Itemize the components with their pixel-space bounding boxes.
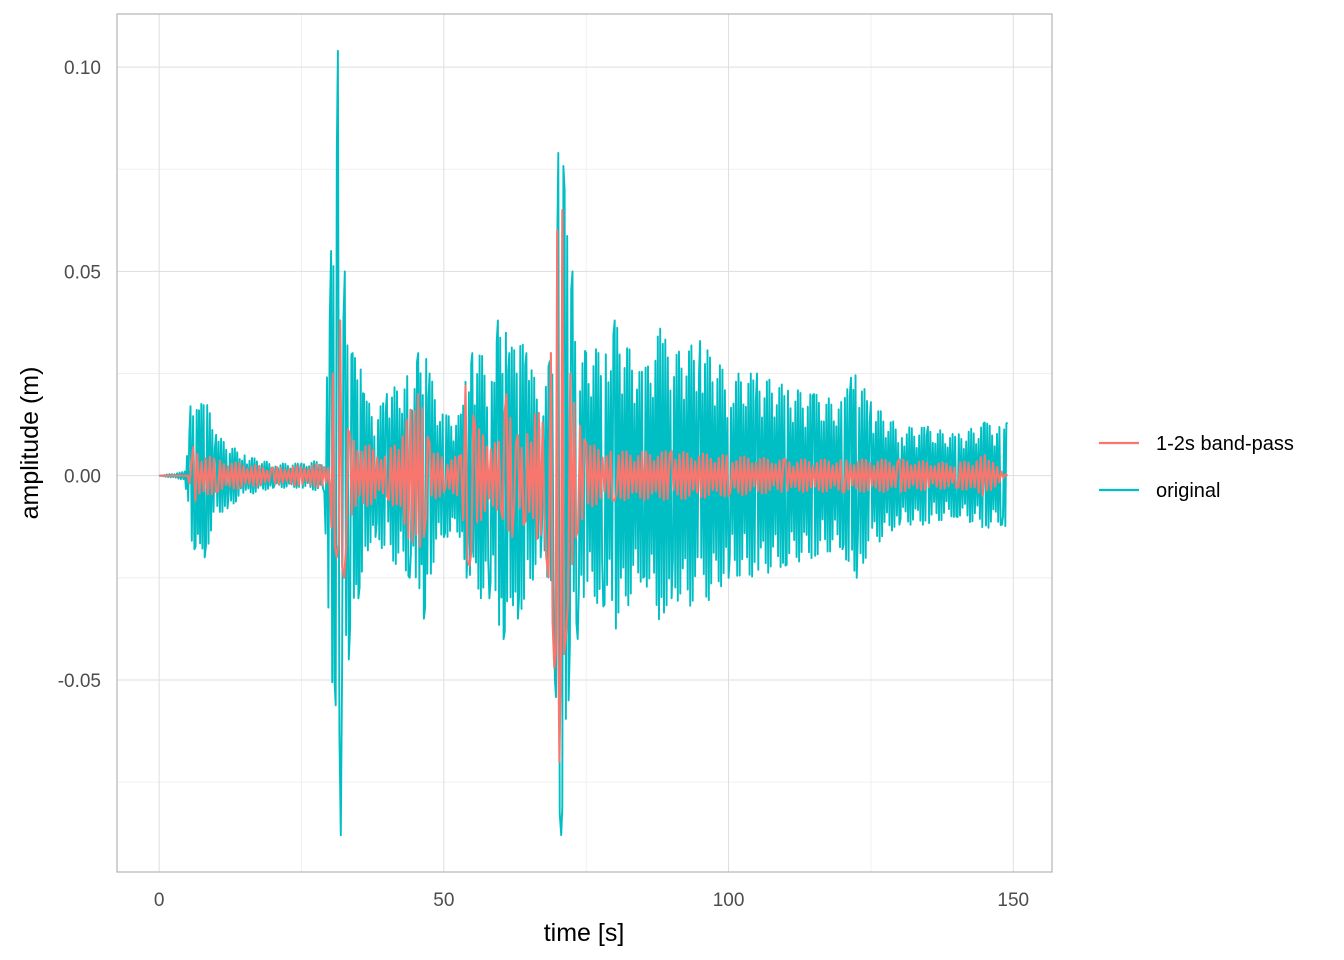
- x-axis: 0 50 100 150: [154, 890, 1029, 911]
- y-axis-title: amplitude (m): [16, 367, 44, 520]
- x-axis-title: time [s]: [544, 919, 625, 947]
- x-tick-label: 100: [713, 890, 745, 911]
- series-line-0: [159, 209, 1009, 763]
- y-axis: -0.05 0.00 0.05 0.10: [58, 58, 101, 692]
- legend: 1-2s band-pass original: [1099, 433, 1294, 502]
- panel-border: [116, 13, 1053, 873]
- y-tick-label: 0.10: [64, 58, 101, 79]
- series-lines: [159, 49, 1009, 837]
- x-tick-label: 50: [433, 890, 454, 911]
- legend-label-1: original: [1156, 480, 1220, 502]
- series-line-1: [159, 49, 1009, 837]
- x-tick-label: 150: [997, 890, 1029, 911]
- x-tick-label: 0: [154, 890, 165, 911]
- y-tick-label: 0.00: [64, 467, 101, 488]
- y-tick-label: 0.05: [64, 262, 101, 283]
- legend-label-0: 1-2s band-pass: [1156, 433, 1294, 455]
- y-tick-label: -0.05: [58, 671, 101, 692]
